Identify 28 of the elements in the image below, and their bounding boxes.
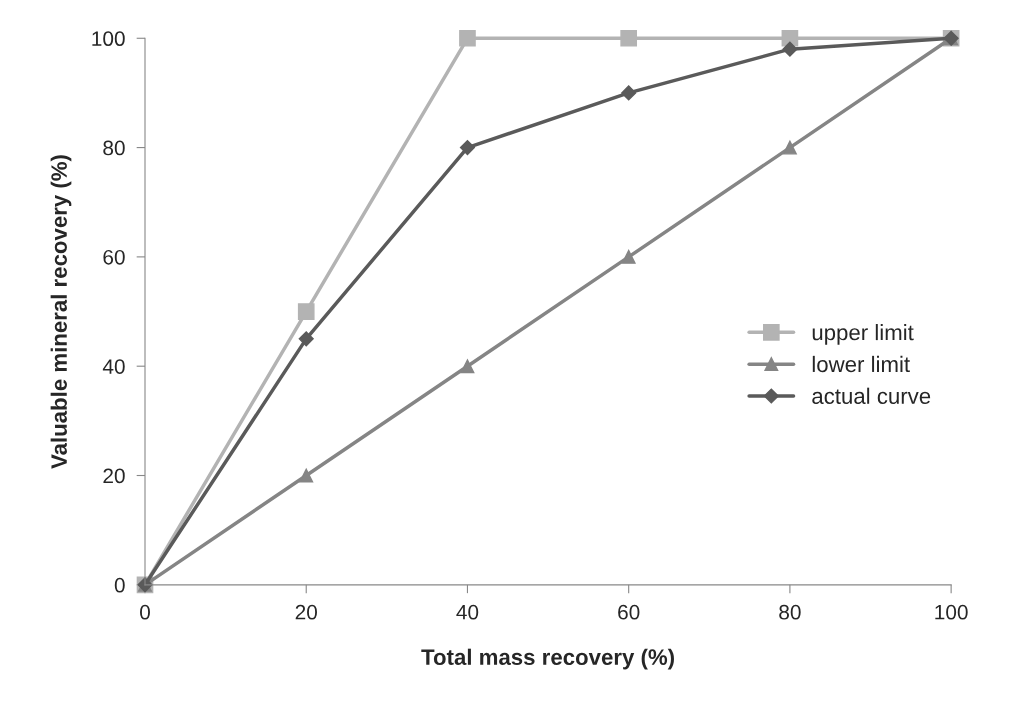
point	[621, 249, 636, 264]
x-tick-label: 0	[140, 604, 150, 620]
legend-label: actual curve	[812, 387, 931, 404]
legend-label: upper limit	[812, 324, 914, 345]
point	[298, 331, 314, 347]
x-tick-label: 20	[295, 604, 317, 620]
x-tick-label: 80	[779, 604, 801, 620]
y-tick-label: 80	[103, 140, 125, 156]
point	[620, 29, 638, 47]
point	[459, 140, 476, 156]
x-axis-title: Total mass recovery (%)	[421, 648, 674, 670]
y-axis-title: Valuable mineral recovery (%)	[50, 155, 72, 469]
point	[621, 85, 637, 101]
point	[460, 359, 475, 374]
legend-label: lower limit	[812, 355, 910, 373]
y-tick-label: 20	[103, 468, 125, 484]
x-tick-label: 60	[618, 604, 640, 620]
point	[782, 140, 797, 155]
y-tick-label: 40	[102, 359, 125, 374]
point	[297, 303, 315, 320]
y-tick-label: 0	[114, 577, 125, 593]
point	[459, 29, 476, 47]
x-tick-label: 100	[935, 604, 968, 620]
y-tick-label: 100	[92, 31, 125, 47]
point	[782, 41, 798, 57]
x-tick-label: 40	[456, 604, 479, 620]
y-tick-label: 60	[103, 249, 125, 265]
point	[299, 468, 314, 483]
